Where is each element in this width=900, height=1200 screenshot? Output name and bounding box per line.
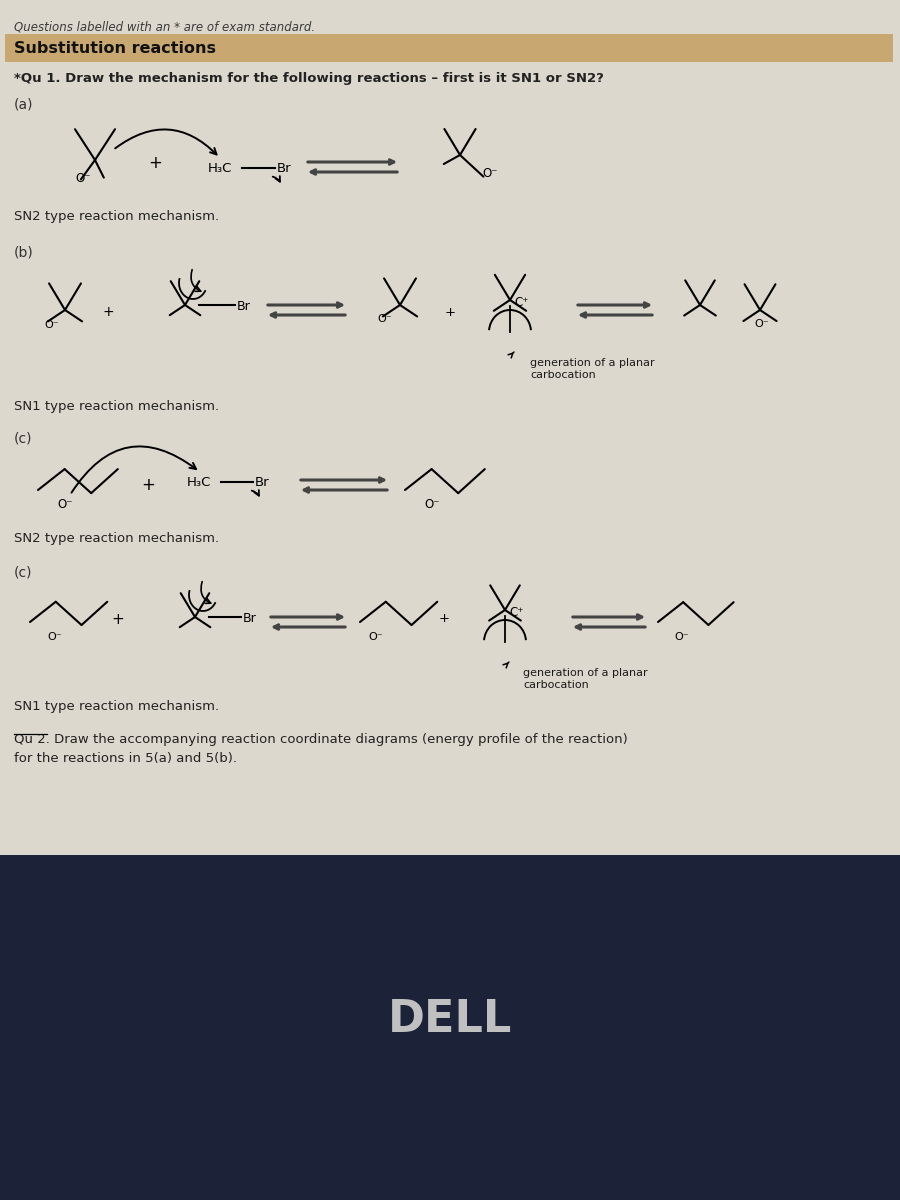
Text: O⁻: O⁻	[482, 167, 498, 180]
Text: Substitution reactions: Substitution reactions	[14, 41, 216, 56]
Text: Qu 2. Draw the accompanying reaction coordinate diagrams (energy profile of the : Qu 2. Draw the accompanying reaction coo…	[14, 733, 628, 746]
Text: Br: Br	[255, 475, 270, 488]
Text: O⁻: O⁻	[369, 632, 383, 642]
Text: +: +	[141, 476, 155, 494]
Text: (b): (b)	[14, 245, 34, 259]
Text: (a): (a)	[14, 97, 33, 110]
Text: SN1 type reaction mechanism.: SN1 type reaction mechanism.	[14, 700, 219, 713]
Text: O⁻: O⁻	[378, 314, 392, 324]
Text: C⁺: C⁺	[514, 296, 528, 310]
Text: Br: Br	[237, 300, 251, 312]
Text: *Qu 1. Draw the mechanism for the following reactions – first is it SN1 or SN2?: *Qu 1. Draw the mechanism for the follow…	[14, 72, 604, 85]
Bar	[0, 0, 900, 854]
Text: +: +	[445, 306, 455, 319]
Text: O⁻: O⁻	[76, 172, 91, 185]
Text: +: +	[112, 612, 124, 626]
Text: SN1 type reaction mechanism.: SN1 type reaction mechanism.	[14, 400, 219, 413]
Text: (c): (c)	[14, 565, 32, 578]
Text: O⁻: O⁻	[48, 632, 62, 642]
Text: H₃C: H₃C	[187, 475, 212, 488]
Text: DELL: DELL	[388, 998, 512, 1042]
Text: O⁻: O⁻	[45, 320, 59, 330]
Text: O⁻: O⁻	[58, 498, 73, 511]
Text: O⁻: O⁻	[424, 498, 440, 511]
Bar	[5, 34, 893, 62]
Text: for the reactions in 5(a) and 5(b).: for the reactions in 5(a) and 5(b).	[14, 752, 237, 766]
Text: +: +	[438, 612, 449, 625]
Text: Questions labelled with an * are of exam standard.: Questions labelled with an * are of exam…	[14, 20, 315, 32]
Text: generation of a planar
carbocation: generation of a planar carbocation	[530, 358, 654, 379]
Text: H₃C: H₃C	[208, 162, 232, 174]
Text: (c): (c)	[14, 432, 32, 446]
Text: generation of a planar
carbocation: generation of a planar carbocation	[523, 668, 648, 690]
Text: Br: Br	[277, 162, 292, 174]
Text: SN2 type reaction mechanism.: SN2 type reaction mechanism.	[14, 210, 219, 223]
Text: Br: Br	[243, 612, 256, 624]
Text: O⁻: O⁻	[675, 632, 689, 642]
Text: SN2 type reaction mechanism.: SN2 type reaction mechanism.	[14, 532, 219, 545]
Text: O⁻: O⁻	[755, 319, 770, 329]
Text: +: +	[103, 305, 113, 319]
Text: C⁺: C⁺	[509, 606, 524, 619]
Text: +: +	[148, 154, 162, 172]
